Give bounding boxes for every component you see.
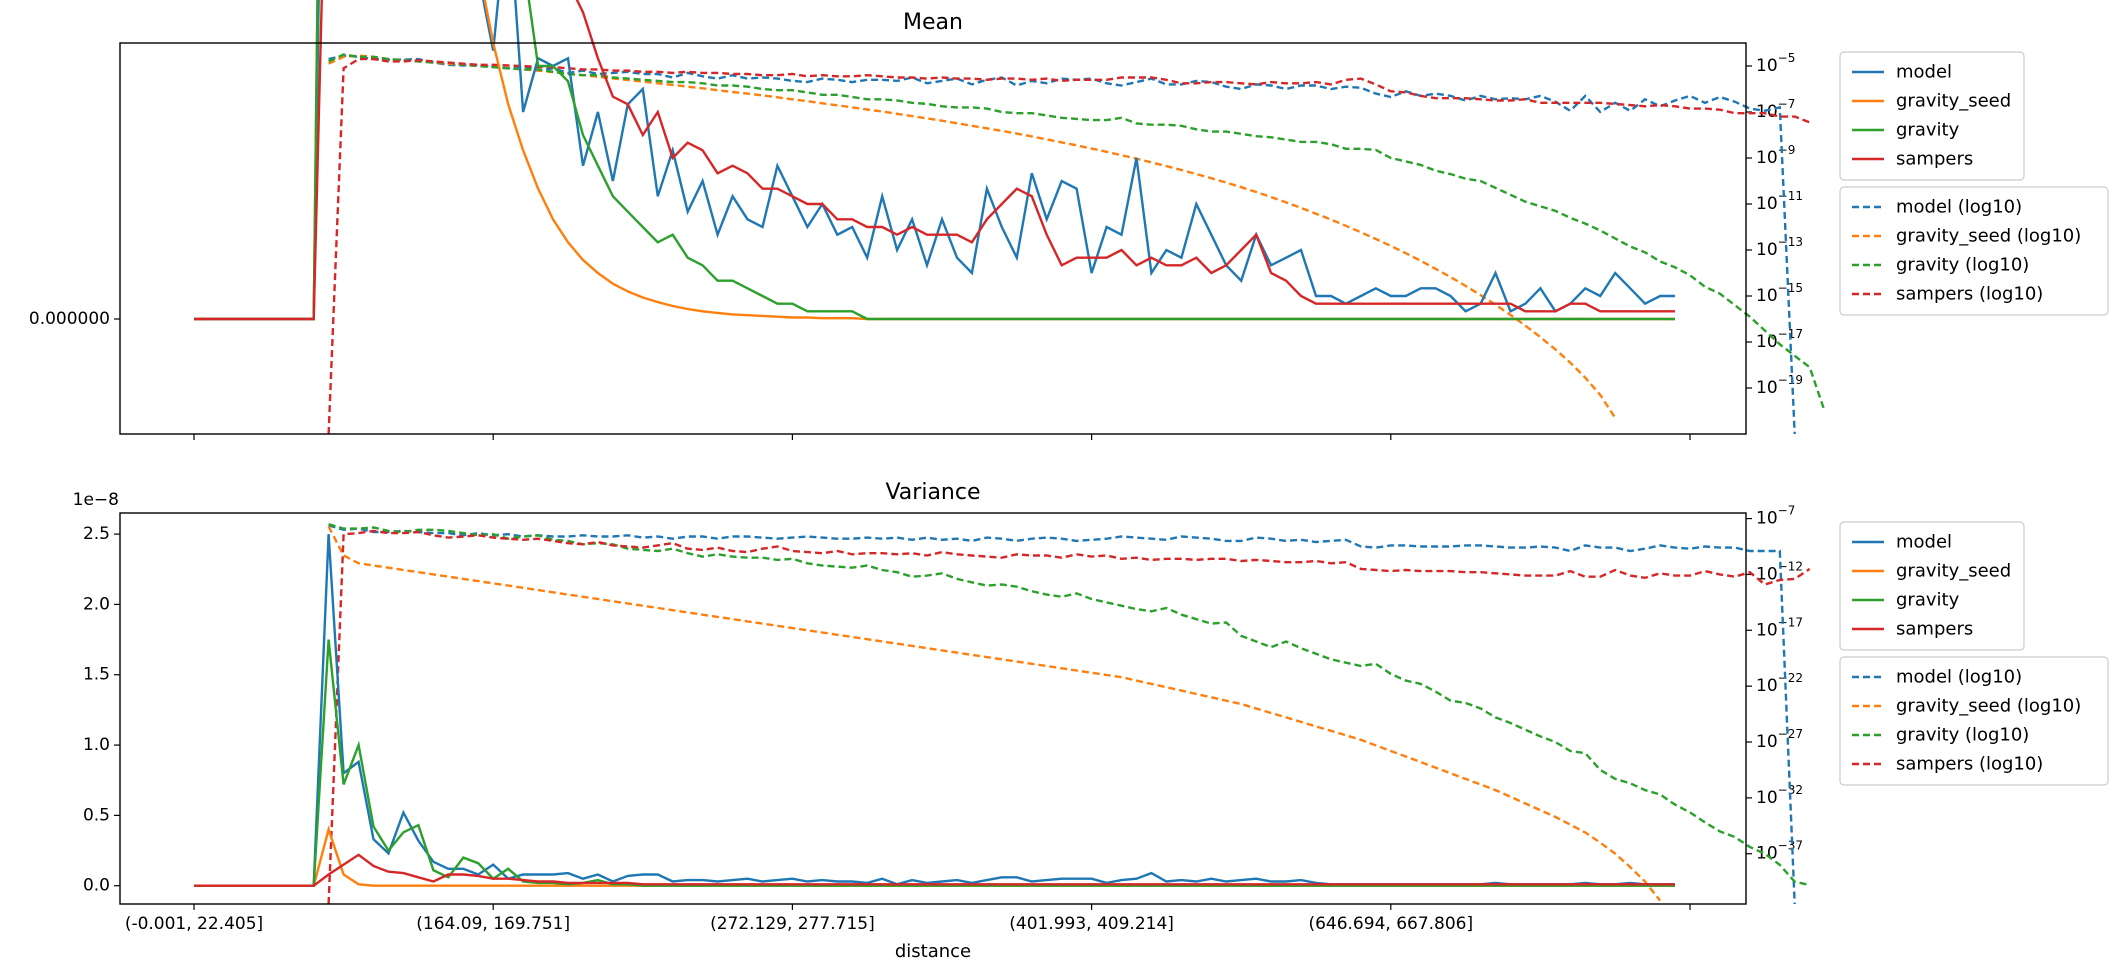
y2-tick-label: 10−7 (1756, 97, 1795, 122)
legend-label: gravity (1896, 590, 1960, 611)
series-model-log10 (328, 54, 1796, 435)
y2-tick-label: 10−27 (1756, 727, 1803, 752)
legend-label: gravity_seed (1896, 561, 2011, 582)
legend-label: model (log10) (1896, 667, 2022, 688)
y2-tick-label: 10−15 (1756, 281, 1803, 306)
y2-tick-label: 10−9 (1756, 143, 1795, 168)
chart-title: Mean (903, 10, 963, 35)
y2-tick-label: 10−12 (1756, 559, 1803, 584)
series-gravity (194, 639, 1675, 887)
y-tick-label: 1.0 (83, 735, 110, 755)
legend-label: sampers (1896, 149, 1973, 170)
legend-log10-box (1839, 656, 2109, 786)
legend-label: model (1896, 62, 1952, 83)
legend-label: model (log10) (1896, 197, 2022, 218)
y2-tick-label: 10−7 (1756, 504, 1795, 529)
legend-label: sampers (1896, 619, 1973, 640)
legend-label: gravity_seed (log10) (1896, 226, 2081, 247)
y2-tick-label: 10−22 (1756, 671, 1803, 696)
series-gravity-seed-log10 (327, 525, 1662, 902)
x-tick-label: (164.09, 169.751] (416, 914, 570, 934)
legend-label: sampers (log10) (1896, 284, 2043, 305)
series-sampers-log10 (327, 529, 1811, 905)
series-gravity (194, 0, 1675, 321)
legend-label: gravity (1896, 120, 1960, 141)
legend-solid-box (1839, 51, 2025, 181)
plot-frame (119, 512, 1747, 905)
series-gravity-log10 (328, 523, 1810, 887)
y-tick-label: 1.5 (83, 665, 110, 685)
variance-panel: Variance 0.0 0.5 1.0 1.5 2.0 2.5 1e−8 10−7 10−12 1… (73, 480, 2109, 962)
legend-label: gravity_seed (log10) (1896, 696, 2081, 717)
chart-title: Variance (885, 480, 980, 505)
y-tick-label: 2.0 (83, 594, 110, 614)
y-tick-label: 0.000000 (29, 309, 110, 329)
series-gravity-seed (194, 0, 1675, 321)
series-model (194, 534, 1675, 887)
series-sampers-log10 (327, 57, 1811, 435)
legend-label: model (1896, 532, 1952, 553)
series-gravity-seed-log10 (328, 54, 1617, 419)
series-model (194, 0, 1675, 321)
legend-label: gravity (log10) (1896, 255, 2029, 276)
y2-tick-label: 10−32 (1756, 783, 1803, 808)
y2-tick-label: 10−17 (1756, 327, 1803, 352)
y2-tick-label: 10−5 (1756, 51, 1795, 76)
y-tick-label: 0.5 (83, 805, 110, 825)
legend-solid-box (1839, 521, 2025, 651)
x-axis-label: distance (895, 941, 971, 962)
y-offset-label: 1e−8 (73, 490, 119, 510)
legend-label: gravity (log10) (1896, 725, 2029, 746)
plot-frame (119, 42, 1747, 435)
x-tick-label: (272.129, 277.715] (710, 914, 875, 934)
x-tick-label: (-0.001, 22.405] (125, 914, 263, 934)
y2-tick-label: 10−17 (1756, 615, 1803, 640)
y2-tick-label: 10−13 (1756, 235, 1803, 260)
y2-tick-label: 10−11 (1756, 189, 1803, 214)
x-tick-label: (401.993, 409.214] (1009, 914, 1174, 934)
legend-label: gravity_seed (1896, 91, 2011, 112)
x-tick-label: (646.694, 667.806] (1308, 914, 1473, 934)
series-model-log10 (328, 524, 1796, 905)
series-sampers (194, 0, 1675, 321)
series-gravity-log10 (328, 53, 1826, 412)
legend-label: sampers (log10) (1896, 754, 2043, 775)
mean-panel: Mean0.0000000.0000050.0000100.0000150.00… (29, 0, 2109, 440)
y2-tick-label: 10−37 (1756, 839, 1803, 864)
legend-log10-box (1839, 186, 2109, 316)
y-tick-label: 0.0 (83, 876, 110, 896)
y-tick-label: 2.5 (83, 524, 110, 544)
y2-tick-label: 10−19 (1756, 373, 1803, 398)
series-sampers (194, 853, 1675, 887)
